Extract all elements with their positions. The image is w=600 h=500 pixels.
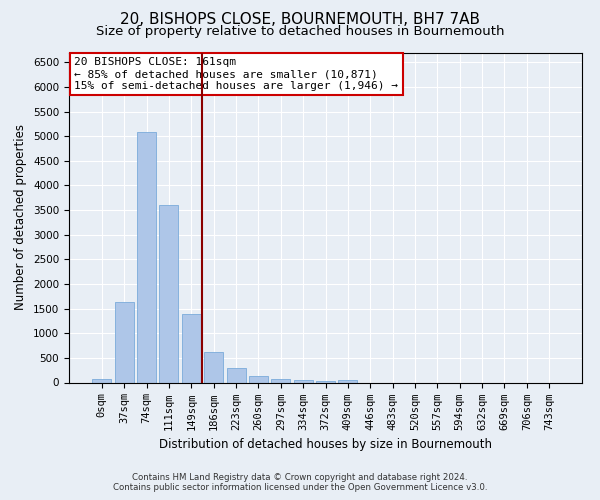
Bar [92, 379, 112, 382]
Y-axis label: Number of detached properties: Number of detached properties [14, 124, 28, 310]
Bar [338, 380, 358, 382]
Bar [160, 205, 178, 382]
X-axis label: Distribution of detached houses by size in Bournemouth: Distribution of detached houses by size … [159, 438, 492, 451]
Bar [293, 380, 313, 382]
Bar [227, 368, 245, 382]
Bar [115, 302, 134, 382]
Text: 20 BISHOPS CLOSE: 161sqm
← 85% of detached houses are smaller (10,871)
15% of se: 20 BISHOPS CLOSE: 161sqm ← 85% of detach… [74, 58, 398, 90]
Bar [182, 314, 201, 382]
Bar [137, 132, 156, 382]
Text: 20, BISHOPS CLOSE, BOURNEMOUTH, BH7 7AB: 20, BISHOPS CLOSE, BOURNEMOUTH, BH7 7AB [120, 12, 480, 28]
Bar [249, 376, 268, 382]
Bar [271, 378, 290, 382]
Text: Contains HM Land Registry data © Crown copyright and database right 2024.
Contai: Contains HM Land Registry data © Crown c… [113, 473, 487, 492]
Bar [204, 352, 223, 382]
Bar [316, 380, 335, 382]
Text: Size of property relative to detached houses in Bournemouth: Size of property relative to detached ho… [96, 25, 504, 38]
